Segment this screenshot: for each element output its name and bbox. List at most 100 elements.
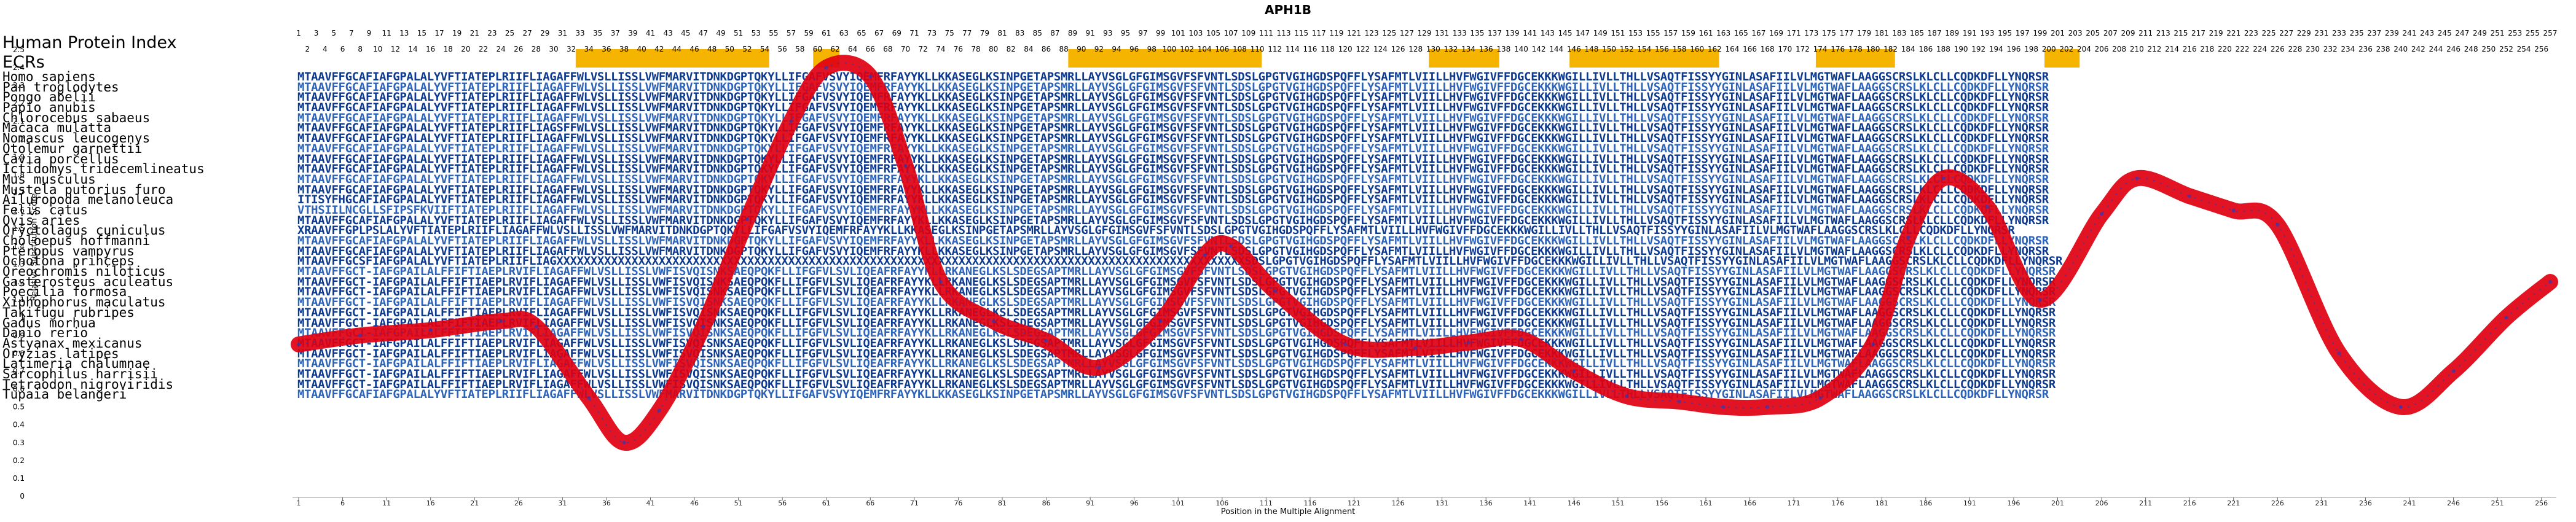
- data-point: [1625, 394, 1629, 399]
- index-label-top: 157: [1663, 29, 1678, 37]
- index-label-bottom: 112: [1268, 45, 1282, 53]
- x-tick-label: 76: [954, 499, 962, 507]
- x-tick-label: 251: [2491, 499, 2504, 507]
- index-label-top: 159: [1681, 29, 1695, 37]
- ecr-band-3: [1429, 49, 1499, 68]
- data-point: [2504, 316, 2508, 320]
- index-label-bottom: 140: [1514, 45, 1528, 53]
- index-label-bottom: 214: [2165, 45, 2179, 53]
- sequence-row: MTAAVFFGCT-IAFGPAILALFFIFTIAEPLRVIFLIAGA…: [297, 359, 2056, 369]
- index-label-top: 7: [349, 29, 354, 37]
- x-tick-label: 121: [1348, 499, 1361, 507]
- index-label-bottom: 6: [340, 45, 345, 53]
- x-tick-label: 176: [1831, 499, 1844, 507]
- sequence-row: MTAAVFFGCT-IAFGPAILALFFIFTIAEPLRVIFLIAGA…: [297, 267, 2056, 277]
- species-name: Xiphophorus maculatus: [2, 295, 166, 310]
- index-label-top: 107: [1224, 29, 1238, 37]
- data-point: [1572, 369, 1576, 373]
- index-label-top: 257: [2543, 29, 2558, 37]
- species-name: Danio rerio: [2, 325, 88, 341]
- index-label-bottom: 118: [1321, 45, 1335, 53]
- y-tick-label: 2.4: [13, 63, 25, 72]
- index-label-top: 75: [944, 29, 954, 37]
- index-label-top: 133: [1453, 29, 1467, 37]
- index-label-top: 217: [2191, 29, 2205, 37]
- sequence-row: MTAAVFFGCT-IAFGPAILALFFIFTIAEPLRVIFLIAGA…: [297, 328, 2056, 338]
- sequence-row: MTAAVFFGCT-IAFGPAILALFFIFTIAEPLRVIFLIAGA…: [297, 368, 2056, 380]
- x-tick-label: 51: [734, 499, 743, 507]
- x-tick-label: 231: [2315, 499, 2328, 507]
- x-tick-label: 241: [2403, 499, 2416, 507]
- x-tick-label: 141: [1523, 499, 1536, 507]
- index-label-bottom: 30: [549, 45, 558, 53]
- ecr-band-0: [575, 49, 769, 68]
- index-label-top: 163: [1716, 29, 1730, 37]
- index-label-top: 121: [1347, 29, 1361, 37]
- index-label-top: 243: [2420, 29, 2434, 37]
- y-tick-label: 1: [20, 313, 25, 322]
- y-tick-label: 2.5: [13, 45, 25, 54]
- species-name: Cavia porcellus: [2, 151, 119, 166]
- index-label-top: 119: [1329, 29, 1343, 37]
- sequence-row: MTAAVFFGCAFIAFGPALALYVFTIATEPLRIIFLIAGAF…: [297, 215, 2049, 226]
- index-label-bottom: 212: [2147, 45, 2161, 53]
- index-label-bottom: 168: [1761, 45, 1775, 53]
- index-label-bottom: 256: [2534, 45, 2548, 53]
- y-tick-label: 0.9: [13, 331, 25, 340]
- index-label-top: 67: [874, 29, 884, 37]
- index-label-top: 209: [2121, 29, 2135, 37]
- x-tick-label: 71: [910, 499, 919, 507]
- index-label-bottom: 34: [584, 45, 594, 53]
- species-name: Macaca mulatta: [2, 120, 112, 136]
- index-label-top: 213: [2156, 29, 2170, 37]
- index-label-bottom: 116: [1303, 45, 1317, 53]
- chart-title: APH1B: [1264, 2, 1312, 17]
- index-label-bottom: 38: [619, 45, 629, 53]
- x-tick-label: 236: [2359, 499, 2372, 507]
- x-axis-label: Position in the Multiple Alignment: [1220, 507, 1356, 516]
- index-label-bottom: 32: [567, 45, 576, 53]
- index-label-bottom: 162: [1708, 45, 1722, 53]
- index-label-bottom: 86: [1042, 45, 1051, 53]
- index-label-bottom: 42: [654, 45, 664, 53]
- x-tick-label: 226: [2271, 499, 2284, 507]
- index-label-top: 99: [1156, 29, 1165, 37]
- x-tick-label: 131: [1435, 499, 1448, 507]
- species-name: Pongo abelii: [2, 90, 96, 105]
- index-label-top: 13: [399, 29, 409, 37]
- index-label-bottom: 144: [1549, 45, 1563, 53]
- index-label-top: 57: [787, 29, 796, 37]
- index-label-bottom: 228: [2288, 45, 2302, 53]
- y-tick-label: 1.7: [13, 189, 25, 197]
- x-tick-label: 81: [998, 499, 1007, 507]
- index-label-top: 207: [2103, 29, 2118, 37]
- y-tick-label: 1.6: [13, 206, 25, 215]
- human-index-label: Human Protein Index: [2, 33, 177, 52]
- data-point: [1097, 365, 1101, 370]
- index-label-top: 153: [1628, 29, 1643, 37]
- index-label-bottom: 126: [1391, 45, 1405, 53]
- species-name: Pan troglodytes: [2, 79, 119, 95]
- x-tick-label: 56: [778, 499, 787, 507]
- index-label-bottom: 12: [391, 45, 400, 53]
- y-tick-label: 0.7: [13, 367, 25, 375]
- index-label-top: 227: [2279, 29, 2293, 37]
- index-label-bottom: 194: [1989, 45, 2003, 53]
- y-tick-label: 1.2: [13, 278, 25, 286]
- index-label-top: 83: [1015, 29, 1024, 37]
- index-label-bottom: 106: [1215, 45, 1229, 53]
- x-tick-label: 181: [1875, 499, 1888, 507]
- x-tick-label: 46: [690, 499, 699, 507]
- index-label-top: 45: [681, 29, 690, 37]
- ecr-band-5: [1815, 49, 1895, 68]
- species-name: Latimeria chalumnae: [2, 356, 151, 372]
- x-tick-label: 246: [2447, 499, 2460, 507]
- index-label-top: 237: [2367, 29, 2381, 37]
- x-tick-label: 156: [1655, 499, 1668, 507]
- substitution-score-line: [291, 55, 2558, 451]
- data-point: [2337, 351, 2341, 356]
- data-point: [1985, 205, 1989, 209]
- index-label-bottom: 154: [1637, 45, 1651, 53]
- x-tick-label: 136: [1480, 499, 1493, 507]
- y-tick-label: 2.1: [13, 117, 25, 125]
